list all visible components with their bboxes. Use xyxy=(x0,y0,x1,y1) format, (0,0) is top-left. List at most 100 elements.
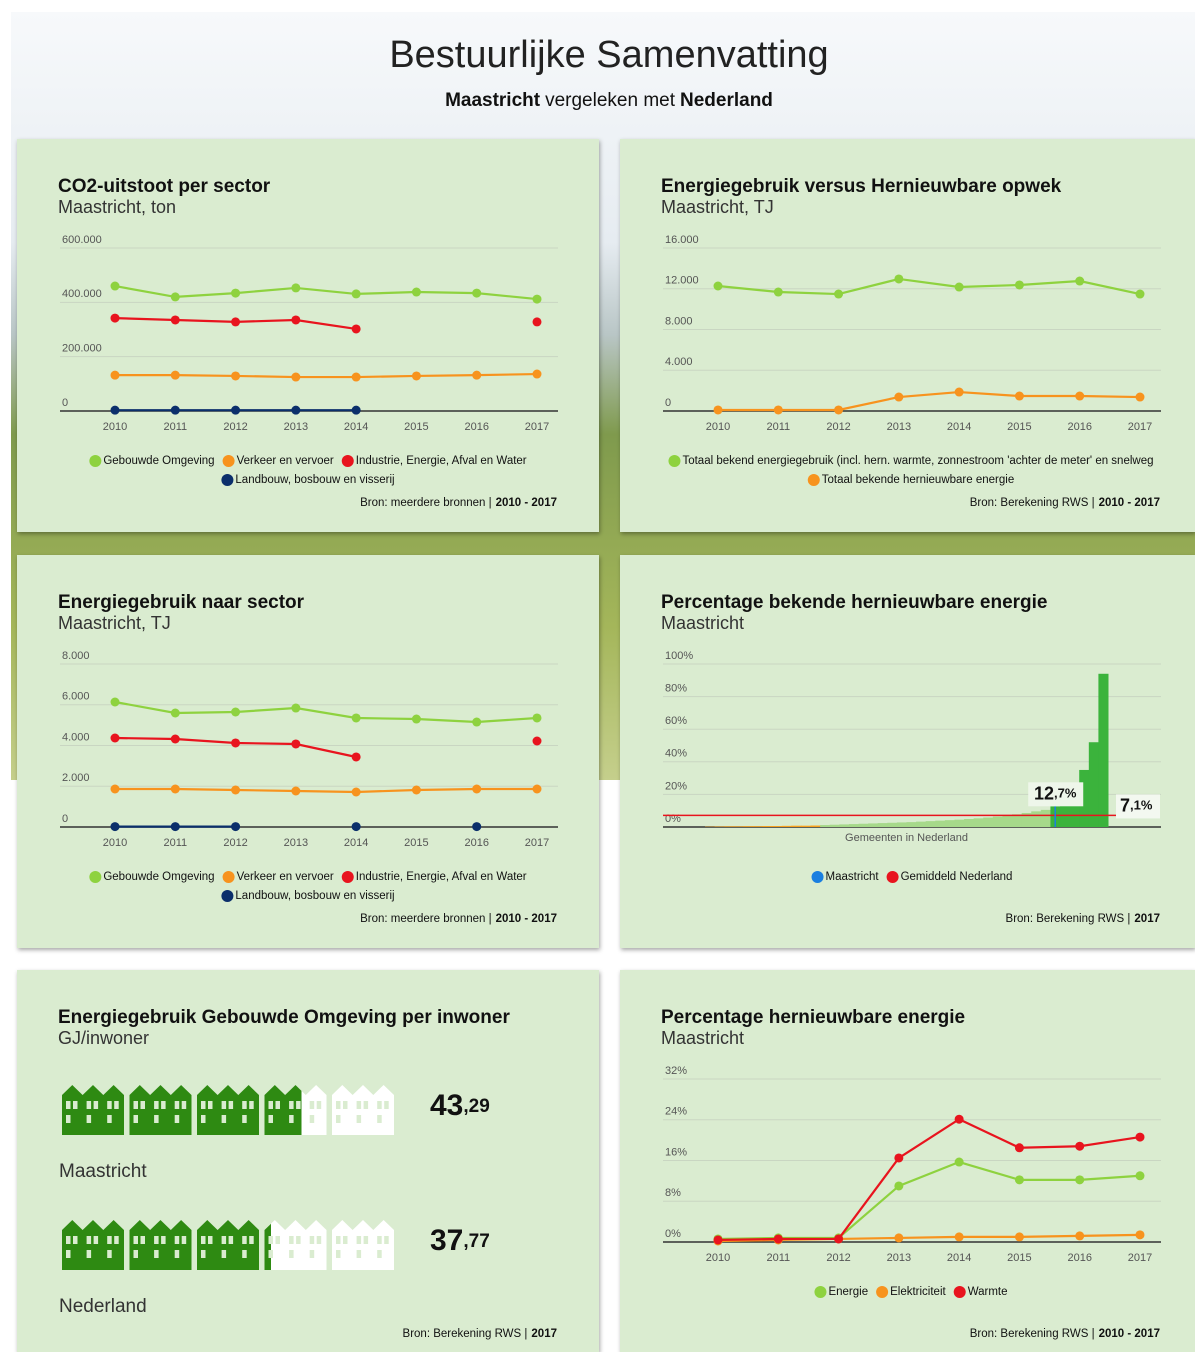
data-point xyxy=(110,281,120,291)
window xyxy=(93,1101,99,1109)
window xyxy=(377,1236,382,1244)
source: Bron: Berekening RWS | 2010 - 2017 xyxy=(970,497,1160,509)
source-period: 2017 xyxy=(531,1328,557,1340)
window xyxy=(174,1101,180,1109)
series-line xyxy=(718,390,1141,412)
data-point xyxy=(894,1233,904,1243)
window xyxy=(107,1115,112,1123)
distribution-bar xyxy=(762,826,773,827)
data-point xyxy=(351,713,361,723)
window xyxy=(275,1101,280,1109)
data-point xyxy=(231,288,241,298)
window xyxy=(66,1236,71,1244)
distribution-bar xyxy=(1069,791,1080,827)
window xyxy=(316,1101,322,1109)
data-point xyxy=(231,405,241,415)
source-text: Bron: meerdere bronnen | xyxy=(360,913,491,925)
distribution-bar xyxy=(954,819,965,827)
window xyxy=(289,1115,294,1123)
data-point xyxy=(472,288,482,298)
data-point xyxy=(1135,1171,1145,1181)
data-point xyxy=(894,274,904,284)
legend-marker xyxy=(341,871,354,883)
legend-label: Industrie, Energie, Afval en Water xyxy=(356,455,527,467)
data-point xyxy=(170,405,180,415)
legend-marker xyxy=(668,455,681,467)
data-point xyxy=(231,371,241,381)
house xyxy=(62,1220,124,1270)
data-point xyxy=(170,784,180,794)
window xyxy=(356,1250,362,1258)
data-point xyxy=(773,1234,783,1244)
data-point xyxy=(1135,1132,1145,1142)
source: Bron: Berekening RWS | 2017 xyxy=(1006,913,1160,925)
data-point xyxy=(351,787,361,797)
data-point xyxy=(351,752,361,762)
window xyxy=(249,1236,254,1244)
data-point xyxy=(170,315,180,325)
y-tick-label: 0 xyxy=(62,397,68,409)
data-point xyxy=(894,392,904,402)
distribution-bar xyxy=(772,826,783,827)
x-tick-label: 2011 xyxy=(163,421,187,433)
window xyxy=(73,1236,78,1244)
x-tick-label: 2015 xyxy=(404,421,428,433)
y-tick-label: 24% xyxy=(665,1106,687,1118)
data-point xyxy=(532,294,542,304)
x-tick-label: 2015 xyxy=(1007,421,1031,433)
window xyxy=(174,1115,180,1123)
y-tick-label: 80% xyxy=(665,683,687,695)
category-label: Maastricht xyxy=(59,1161,147,1182)
window xyxy=(174,1236,180,1244)
data-point xyxy=(894,1181,904,1191)
distribution-bar xyxy=(1088,742,1099,827)
data-point xyxy=(472,784,482,794)
distribution-bar xyxy=(1002,815,1013,827)
data-point xyxy=(231,707,241,717)
x-tick-label: 2016 xyxy=(1067,1252,1091,1264)
source-period: 2010 - 2017 xyxy=(496,497,557,509)
distribution-bar xyxy=(1079,769,1090,827)
data-point xyxy=(110,822,120,832)
window xyxy=(316,1236,322,1244)
y-tick-label: 4.000 xyxy=(62,731,90,743)
chart-subtitle: Maastricht xyxy=(661,1028,744,1048)
house xyxy=(264,1223,271,1270)
legend-marker xyxy=(876,1286,889,1298)
series-line xyxy=(114,284,538,301)
legend-label: Industrie, Energie, Afval en Water xyxy=(356,871,527,883)
window xyxy=(356,1236,362,1244)
legend-label: Verkeer en vervoer xyxy=(237,455,334,467)
x-tick-label: 2017 xyxy=(525,837,549,849)
distribution-bar xyxy=(733,826,744,827)
data-point xyxy=(894,1153,904,1163)
x-tick-label: 2010 xyxy=(103,837,127,849)
data-point xyxy=(291,315,301,325)
legend-marker xyxy=(89,871,102,883)
window xyxy=(275,1236,280,1244)
window xyxy=(343,1101,348,1109)
distribution-bar xyxy=(858,823,869,827)
legend-marker xyxy=(89,455,102,467)
window xyxy=(201,1236,206,1244)
window xyxy=(377,1115,382,1123)
window xyxy=(228,1236,234,1244)
subtitle-part: Nederland xyxy=(680,90,773,111)
data-point xyxy=(110,370,120,380)
series-line xyxy=(114,700,538,724)
x-tick-label: 2010 xyxy=(706,1252,730,1264)
data-point xyxy=(773,405,783,415)
window xyxy=(268,1115,273,1123)
window xyxy=(140,1236,145,1244)
maastricht-label: 12,7% xyxy=(1034,783,1077,803)
label-box xyxy=(1028,782,1084,807)
x-tick-label: 2014 xyxy=(344,421,368,433)
distribution-bar xyxy=(1012,814,1023,827)
x-tick-label: 2017 xyxy=(525,421,549,433)
data-point xyxy=(351,372,361,382)
y-tick-label: 12.000 xyxy=(665,275,699,287)
x-tick-label: 2013 xyxy=(284,837,308,849)
data-point xyxy=(231,317,241,327)
distribution-bar xyxy=(1098,673,1109,827)
data-point xyxy=(1075,391,1085,401)
